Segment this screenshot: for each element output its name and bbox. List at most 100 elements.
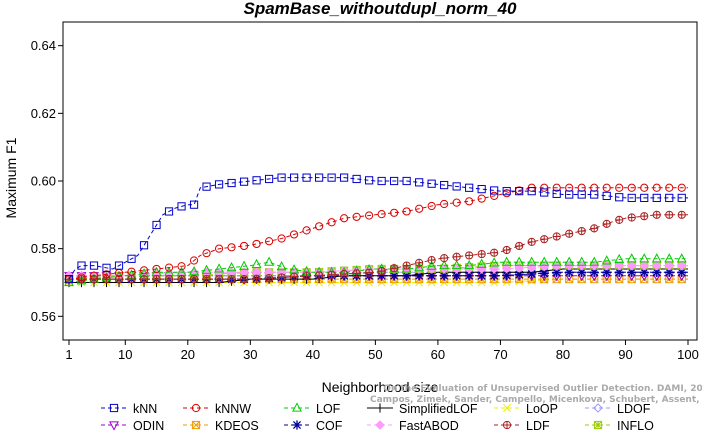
circle-plus-cross [565, 230, 573, 238]
data-point [564, 267, 574, 277]
data-point [377, 271, 387, 281]
data-point [264, 174, 274, 184]
circle-plus-cross [415, 259, 423, 267]
data-point [501, 256, 512, 266]
circle-marker [289, 230, 299, 239]
star-marker [627, 267, 637, 277]
filled-diamond-marker [375, 420, 385, 430]
triangle-marker [226, 261, 237, 272]
square-marker [490, 186, 499, 195]
data-point [189, 256, 199, 265]
data-point [239, 260, 250, 270]
data-point [602, 267, 612, 277]
data-point [389, 271, 399, 281]
data-point [390, 176, 399, 186]
data-point [652, 193, 661, 203]
data-point [152, 275, 161, 284]
data-point [352, 174, 361, 184]
data-point [302, 271, 311, 281]
circle-marker [615, 183, 624, 192]
data-point [191, 420, 201, 430]
square-marker [477, 185, 486, 194]
circle-plus-cross [665, 211, 673, 219]
triangle-marker [451, 259, 462, 270]
data-point [576, 256, 587, 266]
data-point [514, 270, 524, 280]
y-tick-label: 0.58 [31, 241, 56, 256]
circle-plus-cross [165, 275, 173, 283]
circle-plus-cross [378, 267, 386, 275]
data-point [602, 219, 611, 228]
data-point [640, 183, 649, 192]
data-point [264, 237, 274, 246]
square-marker [527, 187, 536, 196]
watermark: On the Evaluation of Unsupervised Outlie… [370, 384, 702, 405]
data-point [214, 180, 224, 189]
data-point [551, 261, 562, 271]
data-point [264, 273, 274, 283]
square-marker [627, 193, 636, 203]
data-point [64, 275, 74, 284]
y-tick-label: 0.62 [31, 106, 56, 121]
data-point [552, 189, 561, 198]
square-marker [189, 200, 199, 209]
triangle-marker [626, 253, 637, 263]
x-tick-label: 1 [65, 347, 72, 362]
square-marker [89, 261, 99, 270]
data-point [665, 183, 674, 192]
circle-marker [214, 244, 224, 253]
data-point [239, 241, 249, 251]
circle-marker [415, 204, 424, 213]
data-point [390, 264, 399, 273]
data-point [214, 275, 224, 284]
star-marker [377, 271, 387, 281]
square-marker [352, 174, 361, 184]
data-point [452, 182, 461, 191]
data-point [502, 245, 511, 255]
data-point [465, 251, 474, 260]
filled-diamond-marker [651, 260, 662, 271]
data-point [277, 234, 286, 243]
x-tick-label: 90 [618, 347, 632, 362]
star-marker [652, 267, 662, 277]
square-marker [540, 188, 549, 197]
circle-marker [377, 210, 386, 219]
data-point [214, 263, 224, 273]
circle-marker [440, 199, 449, 209]
filled-diamond-marker [614, 260, 625, 271]
triangle-marker [439, 259, 450, 270]
data-point [289, 272, 299, 281]
legend-label: SimplifiedLOF [399, 402, 478, 416]
circle-plus-cross [353, 269, 361, 277]
data-point [277, 173, 286, 182]
data-point [377, 176, 386, 186]
legend: kNN kNNW LOF SimplifiedLOF LoOP LDOF ODIN KDEOS… [101, 402, 654, 433]
circle-marker [665, 183, 674, 192]
circle-plus-cross [553, 232, 561, 241]
data-point [415, 178, 424, 187]
data-point [426, 260, 437, 270]
data-point [676, 260, 687, 271]
triangle-marker [601, 255, 612, 265]
square-marker [252, 176, 261, 185]
data-point [614, 260, 625, 271]
data-point [490, 191, 499, 200]
data-point [252, 176, 261, 185]
boxed-star-cross [594, 421, 602, 429]
circle-plus-cross [127, 275, 136, 283]
legend-label: LOF [316, 402, 341, 416]
data-point [677, 210, 686, 219]
circle-marker [427, 201, 436, 211]
data-point [514, 256, 525, 266]
data-point [615, 215, 624, 225]
circle-plus-cross [578, 227, 586, 235]
data-point [664, 260, 675, 271]
star-marker [502, 270, 512, 280]
circle-plus-cross [628, 213, 636, 222]
data-point [327, 270, 336, 279]
x-tick-label: 60 [431, 347, 445, 362]
data-point [639, 267, 649, 277]
legend-label: INFLO [617, 419, 654, 433]
square-marker [365, 176, 374, 185]
data-point [640, 212, 649, 221]
